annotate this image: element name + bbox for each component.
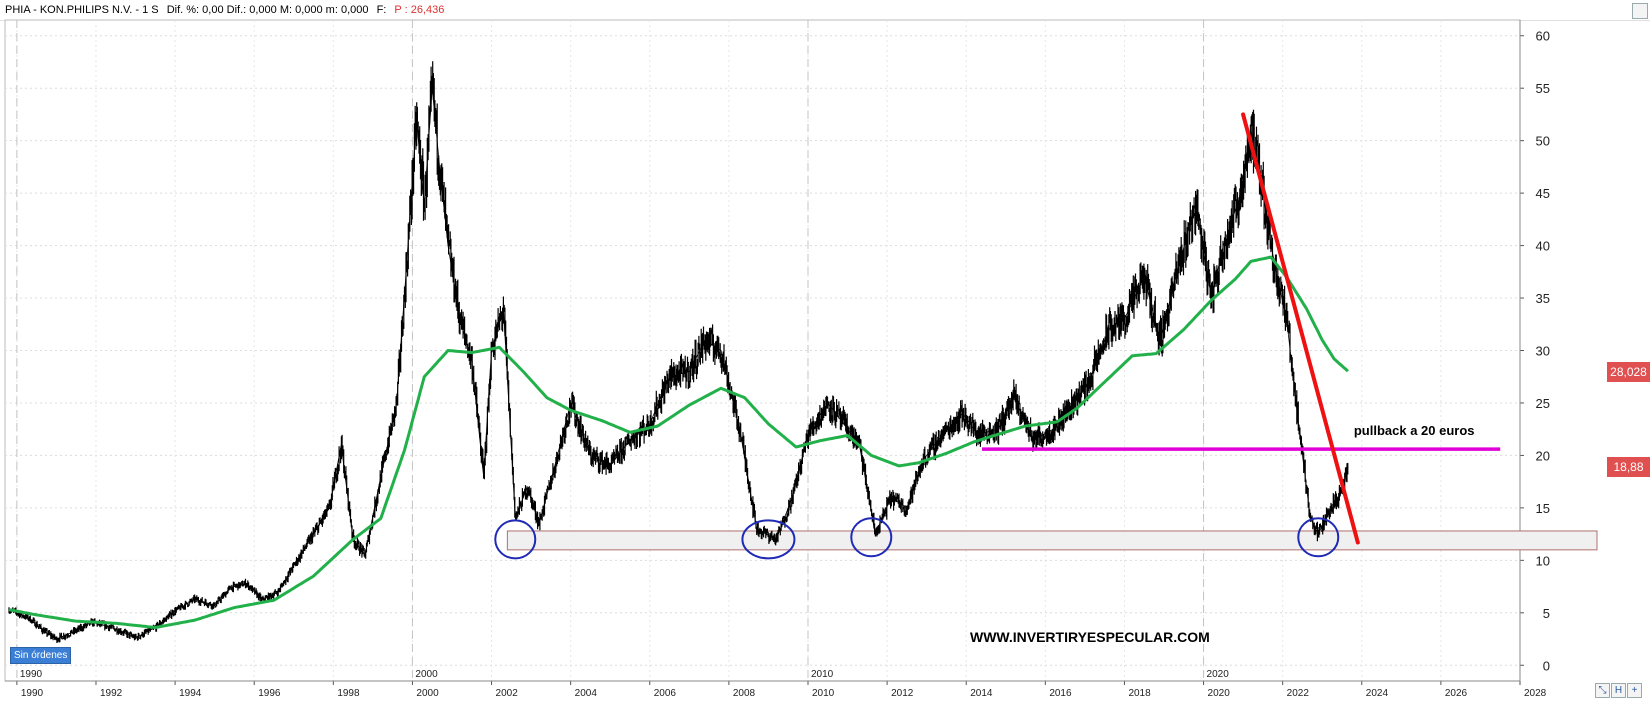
x-tick-label: 2010: [812, 688, 835, 699]
x-tick-label: 2004: [575, 688, 598, 699]
orders-status-badge[interactable]: Sin órdenes: [10, 647, 72, 664]
footer-controls: ⤡ H +: [1595, 683, 1643, 698]
moving-average-line: [8, 255, 1349, 629]
x-tick-label: 2018: [1128, 688, 1151, 699]
add-icon[interactable]: +: [1627, 683, 1642, 698]
decade-label: 2010: [811, 669, 834, 680]
pullback-annotation: pullback a 20 euros: [1354, 423, 1475, 438]
x-tick-label: 2006: [654, 688, 677, 699]
x-tick-label: 1990: [21, 688, 44, 699]
downtrend-line: [1241, 112, 1360, 545]
support-touch-circle: [741, 519, 796, 560]
f-value: P : 26,436: [394, 4, 445, 16]
support-zone: [506, 530, 1598, 551]
x-tick-label: 2000: [416, 688, 439, 699]
decade-label: 2000: [415, 669, 438, 680]
decade-label: 2020: [1207, 669, 1230, 680]
support-touch-circle: [1297, 517, 1340, 558]
support-touch-circle: [494, 519, 537, 560]
y-tick-label: 15: [1536, 501, 1550, 516]
support-touch-circle: [850, 517, 893, 558]
x-tick-label: 2026: [1445, 688, 1468, 699]
x-tick-label: 2016: [1049, 688, 1072, 699]
price-line: [8, 88, 1349, 640]
y-tick-label: 40: [1536, 239, 1550, 254]
hide-icon[interactable]: H: [1611, 683, 1626, 698]
y-tick-label: 5: [1543, 606, 1550, 621]
x-tick-label: 2012: [891, 688, 914, 699]
ma-price-tag: 28,028: [1607, 362, 1650, 382]
x-tick-label: 2002: [496, 688, 519, 699]
x-tick-label: 2022: [1287, 688, 1310, 699]
decade-label: 1990: [20, 669, 43, 680]
x-tick-label: 1992: [100, 688, 123, 699]
y-tick-label: 0: [1543, 658, 1550, 673]
plot-area: [4, 19, 1521, 682]
x-tick-label: 2028: [1524, 688, 1547, 699]
y-tick-label: 20: [1536, 448, 1550, 463]
y-tick-label: 25: [1536, 396, 1550, 411]
y-tick-label: 45: [1536, 186, 1550, 201]
zoom-icon[interactable]: ⤡: [1595, 683, 1610, 698]
x-tick-label: 1996: [258, 688, 281, 699]
stats-label: Dif. %: 0,00 Dif.: 0,000 M: 0,000 m: 0,0…: [166, 4, 369, 16]
y-tick-label: 10: [1536, 553, 1550, 568]
x-tick-label: 2014: [970, 688, 993, 699]
panel-toggle-button[interactable]: [1632, 3, 1648, 19]
y-tick-label: 35: [1536, 291, 1550, 306]
x-tick-label: 1994: [179, 688, 202, 699]
y-tick-label: 55: [1536, 81, 1550, 96]
last-price-tag: 18,88: [1607, 457, 1650, 477]
x-tick-label: 2024: [1366, 688, 1389, 699]
y-tick-label: 60: [1536, 29, 1550, 44]
x-tick-label: 1998: [337, 688, 360, 699]
f-label: F:: [376, 4, 387, 16]
x-tick-label: 2020: [1208, 688, 1231, 699]
y-tick-label: 50: [1536, 134, 1550, 149]
x-tick-label: 2008: [733, 688, 756, 699]
y-tick-label: 30: [1536, 344, 1550, 359]
symbol-label: PHIA - KON.PHILIPS N.V. - 1 S: [5, 4, 159, 16]
watermark: WWW.INVERTIRYESPECULAR.COM: [970, 629, 1210, 645]
